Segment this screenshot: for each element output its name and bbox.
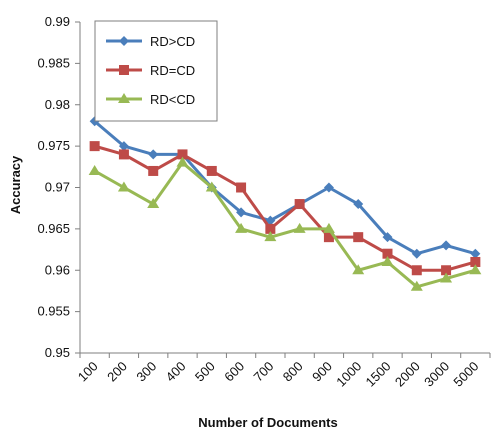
y-tick-label: 0.955 bbox=[37, 304, 70, 319]
x-tick-label: 300 bbox=[133, 359, 159, 385]
legend-marker bbox=[119, 36, 129, 46]
x-tick-label: 2000 bbox=[392, 359, 423, 390]
x-tick-label: 3000 bbox=[421, 359, 452, 390]
y-tick-label: 0.975 bbox=[37, 138, 70, 153]
legend-item: RD=CD bbox=[106, 63, 195, 78]
x-tick-label: 400 bbox=[163, 359, 189, 385]
y-axis-title: Accuracy bbox=[8, 155, 23, 214]
data-point bbox=[294, 199, 305, 210]
legend-marker bbox=[119, 65, 129, 75]
data-point bbox=[353, 199, 364, 210]
legend-item: RD<CD bbox=[106, 92, 195, 107]
y-tick-label: 0.95 bbox=[45, 345, 70, 360]
data-point bbox=[470, 256, 481, 267]
data-point bbox=[410, 280, 423, 291]
data-point bbox=[440, 272, 453, 283]
y-tick-label: 0.985 bbox=[37, 55, 70, 70]
legend-label: RD>CD bbox=[150, 34, 195, 49]
y-tick-label: 0.98 bbox=[45, 97, 70, 112]
data-point bbox=[469, 264, 482, 275]
data-point bbox=[89, 141, 100, 152]
x-tick-label: 500 bbox=[192, 359, 218, 385]
x-tick-label: 800 bbox=[280, 359, 306, 385]
x-tick-label: 600 bbox=[221, 359, 247, 385]
data-point bbox=[381, 255, 394, 266]
data-point bbox=[441, 240, 452, 251]
data-point bbox=[322, 222, 335, 233]
legend-label: RD<CD bbox=[150, 92, 195, 107]
y-tick-label: 0.96 bbox=[45, 262, 70, 277]
series-3 bbox=[88, 156, 482, 291]
data-point bbox=[264, 231, 277, 242]
x-tick-label: 1000 bbox=[333, 359, 364, 390]
axes bbox=[79, 22, 490, 354]
data-point bbox=[88, 164, 101, 175]
series-1 bbox=[89, 116, 481, 259]
series-group bbox=[88, 116, 482, 291]
data-point bbox=[148, 149, 159, 160]
data-point bbox=[293, 222, 306, 233]
data-point bbox=[411, 248, 422, 259]
x-tick-label: 1500 bbox=[363, 359, 394, 390]
data-point bbox=[148, 165, 159, 176]
data-point bbox=[236, 207, 247, 218]
x-axis-title: Number of Documents bbox=[198, 415, 337, 430]
x-tick-label: 100 bbox=[75, 359, 101, 385]
data-point bbox=[235, 222, 248, 233]
series-2 bbox=[89, 141, 481, 276]
data-point bbox=[176, 156, 189, 167]
data-point bbox=[382, 232, 393, 243]
data-point bbox=[411, 265, 422, 276]
legend-label: RD=CD bbox=[150, 63, 195, 78]
data-point bbox=[147, 198, 160, 209]
data-point bbox=[323, 232, 334, 243]
data-point bbox=[205, 181, 218, 192]
x-tick-label: 200 bbox=[104, 359, 130, 385]
x-tick-label: 5000 bbox=[450, 359, 481, 390]
data-point bbox=[236, 182, 247, 193]
data-point bbox=[470, 248, 481, 259]
legend: RD>CD RD=CD RD<CD bbox=[94, 20, 218, 122]
data-point bbox=[352, 264, 365, 275]
legend-marker bbox=[118, 93, 130, 103]
y-tick-label: 0.965 bbox=[37, 221, 70, 236]
x-tick-label: 700 bbox=[251, 359, 277, 385]
data-point bbox=[265, 223, 276, 234]
y-tick-label: 0.97 bbox=[45, 180, 70, 195]
y-axis-ticks: 0.95 0.955 0.96 0.965 0.97 0.975 0.98 0.985 0.99 bbox=[37, 14, 80, 360]
data-point bbox=[323, 182, 334, 193]
data-point bbox=[382, 248, 393, 259]
x-axis-ticks: 100 200 300 400 500 600 700 800 9001000150020003… bbox=[75, 353, 491, 390]
data-point bbox=[118, 149, 129, 160]
data-point bbox=[118, 141, 129, 152]
x-tick-label: 900 bbox=[309, 359, 335, 385]
y-tick-label: 0.99 bbox=[45, 14, 70, 29]
series-line bbox=[93, 161, 476, 289]
data-point bbox=[177, 149, 188, 160]
data-point bbox=[353, 232, 364, 243]
legend-item: RD>CD bbox=[106, 34, 195, 49]
data-point bbox=[117, 181, 130, 192]
data-point bbox=[206, 165, 217, 176]
data-point bbox=[441, 265, 452, 276]
